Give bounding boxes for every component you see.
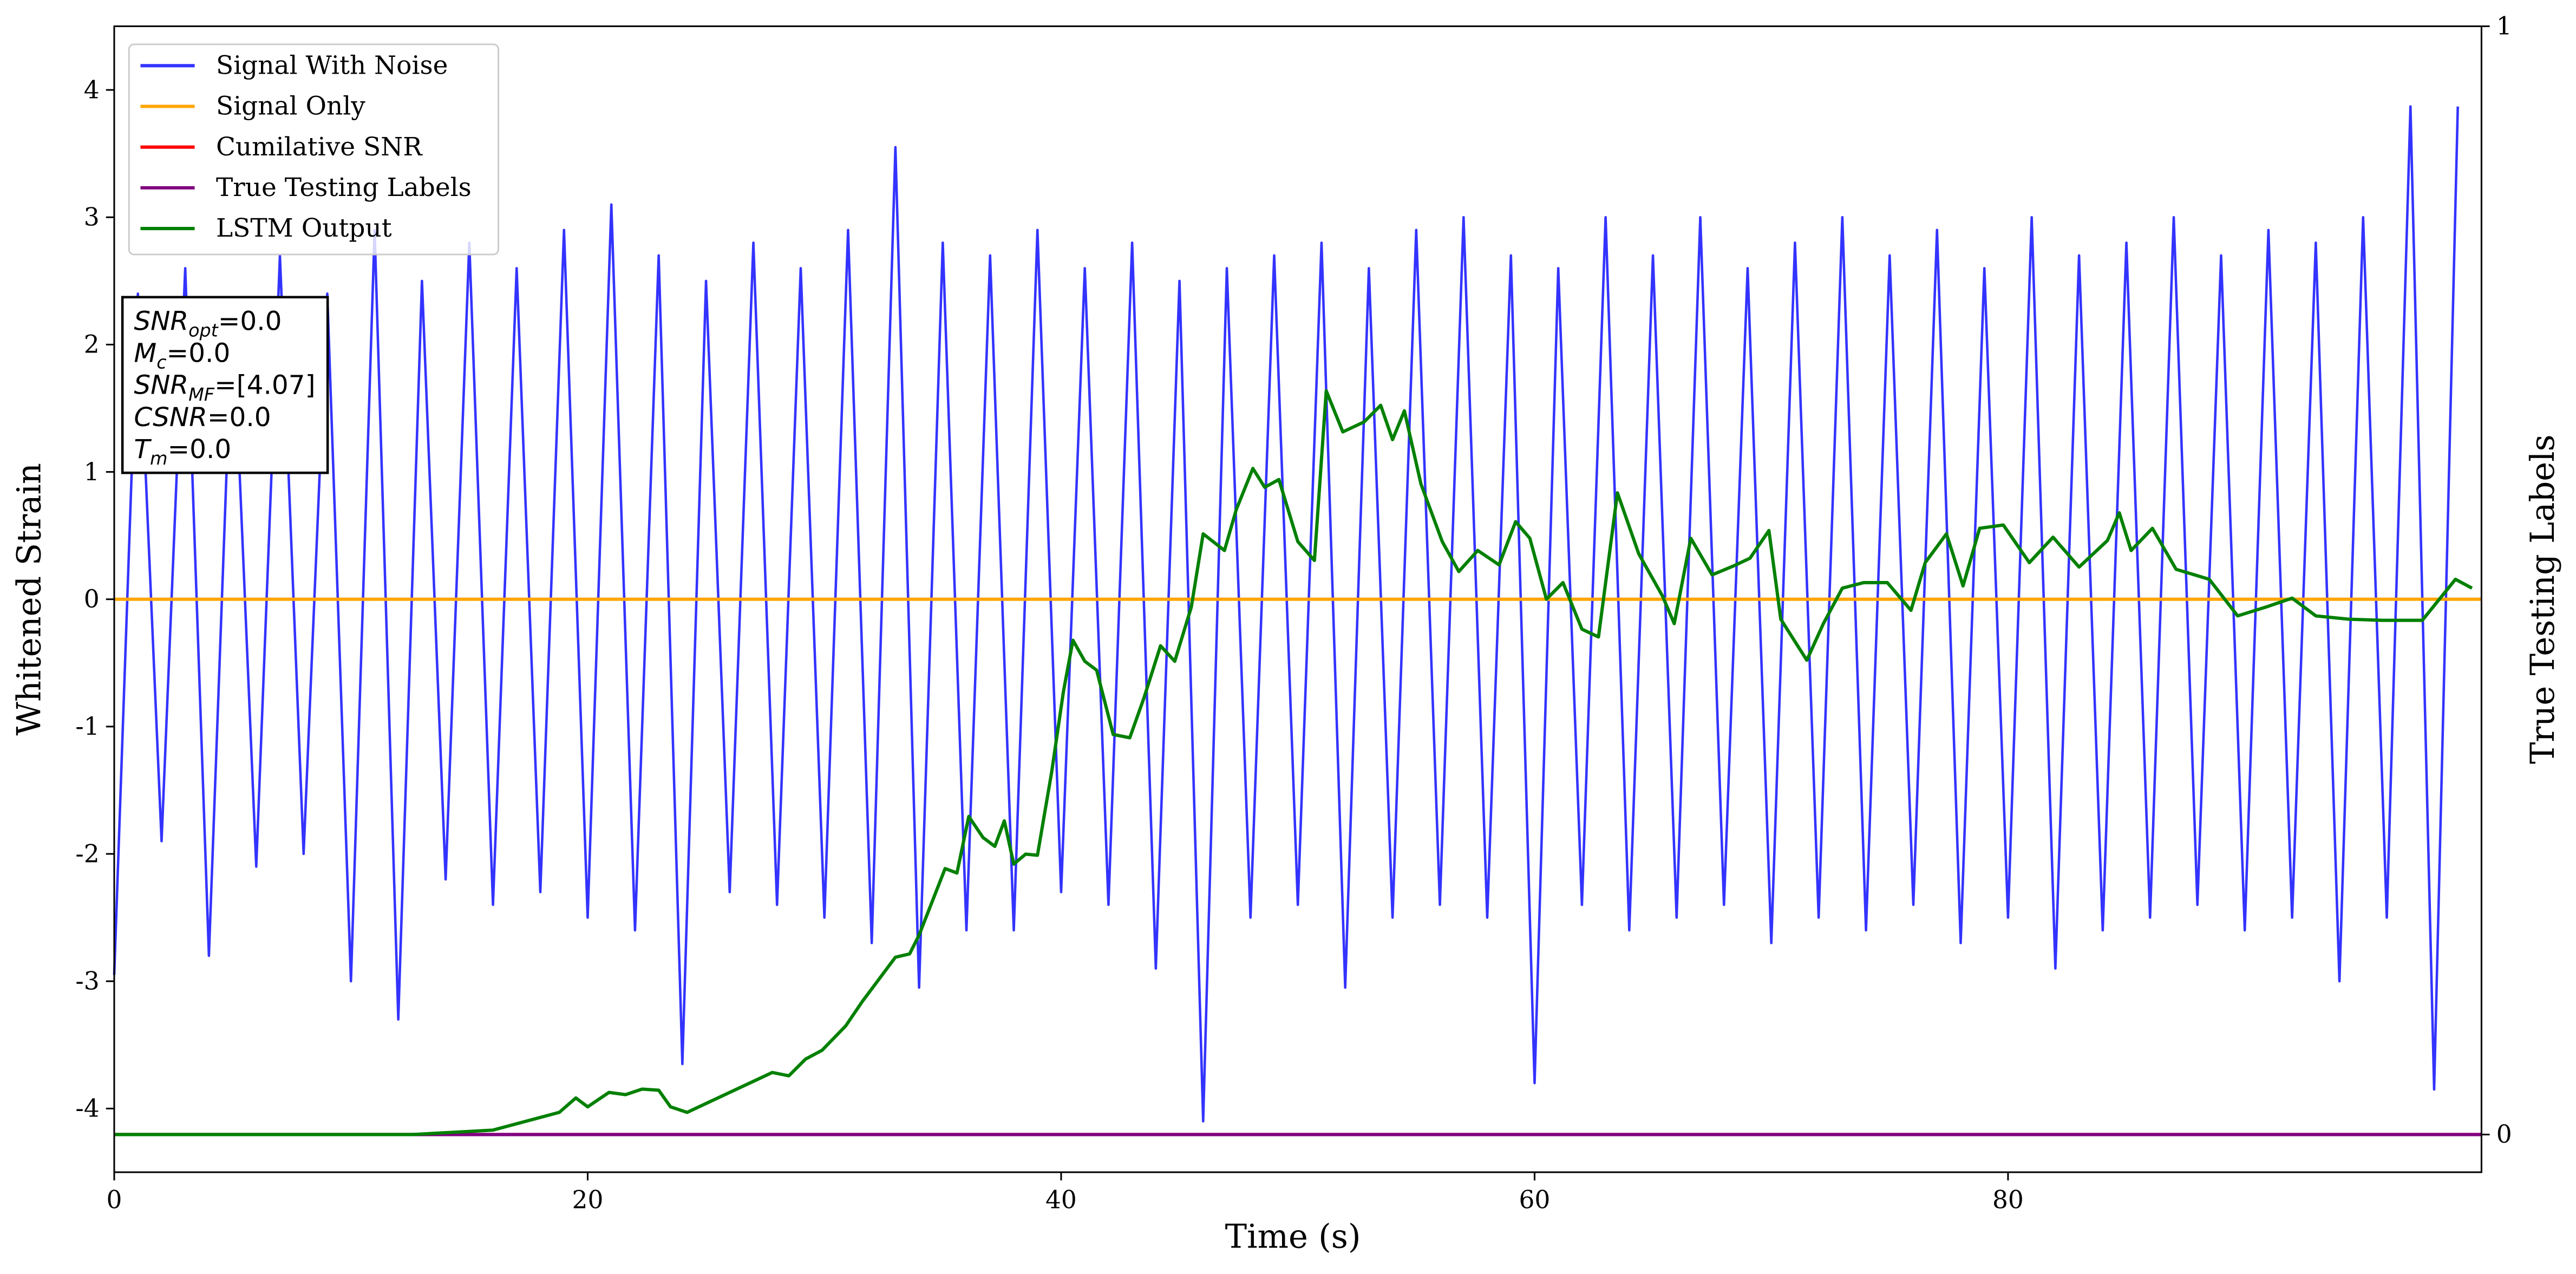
y-tick-label: -4 — [75, 1094, 99, 1123]
legend-label: Signal Only — [216, 92, 365, 121]
y-tick-label: 0 — [84, 585, 100, 613]
annotation-subscript: MF — [188, 384, 215, 405]
legend-label: Cumilative SNR — [216, 132, 423, 162]
y2-axis-label: True Testing Labels — [2524, 434, 2562, 764]
annotation-line: Mc=0.0 — [134, 338, 230, 373]
annotation-subscript: m — [150, 448, 167, 469]
legend: Signal With Noise Signal Only Cumilative S… — [128, 43, 500, 256]
series-line — [113, 105, 2459, 1123]
x-axis-label: Time (s) — [1225, 1218, 1361, 1256]
y-tick-label: 1 — [84, 458, 100, 486]
y-tick-label: 2 — [84, 330, 100, 359]
annotation-line: SNRMF=[4.07] — [134, 370, 315, 405]
legend-box — [128, 43, 500, 256]
annotation-value: =0.0 — [207, 402, 271, 433]
x-tick-label: 60 — [1519, 1186, 1551, 1214]
y-tick-label: -3 — [75, 966, 99, 995]
annotation-subscript: c — [156, 352, 166, 373]
annotation-value: =0.0 — [167, 338, 231, 369]
annotation-subscript: opt — [188, 320, 219, 341]
x-tick-label: 40 — [1045, 1186, 1077, 1214]
annotation-box: SNRopt=0.0Mc=0.0SNRMF=[4.07]CSNR=0.0Tm=0… — [121, 296, 329, 474]
annotation-line: Tm=0.0 — [134, 434, 231, 469]
annotation-symbol: T — [134, 434, 152, 465]
x-tick-label: 20 — [572, 1186, 604, 1214]
y2-tick-label: 1 — [2496, 12, 2512, 41]
legend-label: LSTM Output — [216, 213, 392, 243]
annotation-symbol: SNR — [134, 370, 188, 401]
annotation-line: SNRopt=0.0 — [134, 306, 282, 341]
annotation-frame — [121, 296, 329, 474]
x-tick-label: 0 — [106, 1186, 122, 1214]
legend-label: True Testing Labels — [216, 173, 472, 202]
annotation-symbol: SNR — [134, 306, 188, 336]
y-tick-label: 3 — [84, 202, 100, 231]
plot-area — [113, 105, 2482, 1136]
y-axis-label: Whitened Strain — [11, 463, 49, 735]
series-line — [114, 389, 2473, 1136]
y2-tick-label: 0 — [2496, 1120, 2512, 1149]
y-tick-label: 4 — [84, 75, 100, 104]
legend-label: Signal With Noise — [216, 50, 448, 80]
annotation-symbol: CSNR — [134, 402, 207, 433]
annotation-symbol: M — [134, 338, 156, 369]
annotation-line: CSNR=0.0 — [134, 402, 271, 433]
annotation-value: =[4.07] — [214, 370, 315, 401]
y-tick-label: -2 — [75, 839, 99, 868]
annotation-value: =0.0 — [218, 306, 282, 336]
x-tick-label: 80 — [1992, 1186, 2024, 1214]
annotation-value: =0.0 — [167, 434, 231, 465]
y-tick-label: -1 — [75, 712, 99, 741]
